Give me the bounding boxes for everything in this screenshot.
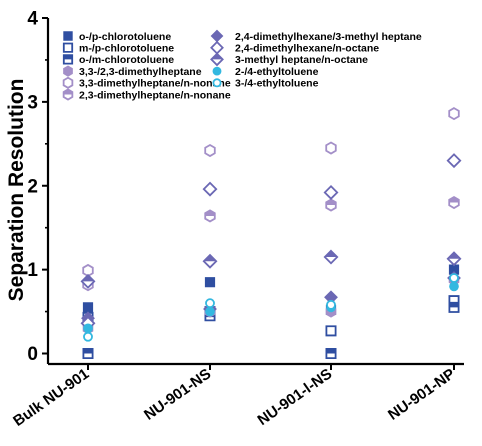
data-points: [80, 107, 462, 359]
data-point: [205, 298, 215, 309]
data-point: [325, 348, 337, 359]
legend-marker: [212, 66, 222, 76]
legend-marker: [62, 76, 74, 89]
legend: o-/p-chlorotoluenem-/p-chlorotolueneo-/m…: [62, 29, 422, 101]
legend-marker: [210, 29, 224, 43]
data-point: [449, 281, 459, 292]
data-point: [204, 209, 216, 223]
legend-label: 2,3-dimethylheptane/n-nonane: [79, 89, 231, 101]
legend-label: o-/p-chlorotoluene: [79, 31, 171, 43]
legend-label: m-/p-chlorotoluene: [79, 43, 174, 55]
legend-marker: [62, 42, 74, 53]
data-point: [446, 153, 462, 169]
data-point: [202, 181, 218, 197]
data-point: [204, 143, 216, 158]
x-tick-label: Bulk NU-901: [10, 365, 92, 430]
legend-marker: [210, 52, 224, 67]
legend-marker: [63, 31, 73, 41]
legend-label: 2,4-dimethylhexane/3-methyl heptane: [235, 31, 422, 43]
data-point: [325, 325, 337, 337]
y-tick-label: 4: [27, 9, 38, 30]
legend-marker: [212, 78, 222, 88]
y-axis-label: Separation Resolution: [5, 79, 28, 302]
data-point: [325, 198, 337, 212]
data-point: [448, 264, 460, 275]
legend-label: 2,4-dimethylhexane/n-octane: [235, 43, 379, 55]
data-point: [323, 184, 339, 200]
y-axis-ticks: 0 1 2 3 4: [27, 9, 48, 365]
y-tick-label: 3: [27, 92, 38, 113]
data-point: [80, 273, 96, 289]
legend-label: 3-methyl heptane/n-octane: [235, 54, 368, 66]
data-point: [448, 195, 460, 210]
data-point: [83, 323, 93, 334]
data-point: [449, 273, 459, 283]
x-tick-label: NU-901-NS: [141, 365, 214, 423]
data-point: [323, 249, 339, 265]
data-point: [202, 253, 218, 269]
legend-marker: [210, 40, 224, 55]
data-point: [83, 331, 93, 342]
legend-marker: [62, 54, 74, 65]
data-point: [325, 141, 337, 155]
legend-label: o-/m-chlorotoluene: [79, 54, 174, 66]
data-point: [326, 299, 336, 310]
legend-marker: [63, 65, 73, 77]
y-tick-label: 2: [27, 176, 38, 197]
data-point: [205, 306, 215, 317]
legend-label: 3,3-dimethylheptane/n-nonane: [79, 78, 231, 90]
y-tick-label: 1: [27, 260, 38, 281]
legend-label: 3-/4-ethyltoluene: [235, 78, 319, 90]
legend-label: 2-/4-ethyltoluene: [235, 66, 319, 78]
data-point: [446, 251, 462, 267]
legend-marker: [62, 88, 74, 101]
plot-area: [46, 18, 464, 366]
y-tick-label: 0: [27, 344, 38, 365]
data-point: [82, 348, 94, 359]
x-tick-label: NU-901-NP: [385, 365, 458, 423]
data-point: [448, 301, 460, 313]
data-point: [448, 107, 460, 121]
data-point: [204, 277, 216, 288]
x-axis-ticks: Bulk NU-901 NU-901-NS NU-901-l-NS NU-901-NP: [10, 364, 458, 430]
x-tick-label: NU-901-l-NS: [255, 365, 336, 429]
data-point: [82, 302, 94, 313]
legend-label: 3,3-/2,3-dimethylheptane: [79, 66, 202, 78]
